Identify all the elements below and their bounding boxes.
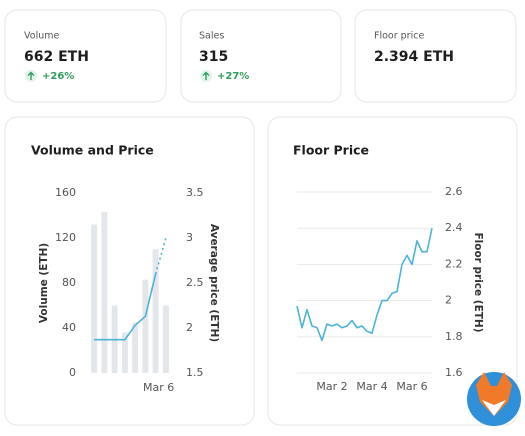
card-label: Sales xyxy=(199,31,224,42)
y-tick-label: 2 xyxy=(445,294,452,307)
line xyxy=(296,228,433,342)
y-tick-label: 0 xyxy=(69,366,76,379)
line xyxy=(94,273,157,341)
y-tick-label: 1.8 xyxy=(445,330,463,343)
y-tick-label: 2.4 xyxy=(445,221,463,234)
y-tick-label: 40 xyxy=(62,321,76,334)
chart-title: Volume and Price xyxy=(31,143,154,158)
y-tick-label: 2.2 xyxy=(445,257,463,270)
card xyxy=(180,9,342,103)
up-arrow xyxy=(27,71,35,80)
chart-panel xyxy=(267,116,518,426)
bar xyxy=(121,332,128,373)
x-tick-label: Mar 6 xyxy=(143,381,174,394)
bar xyxy=(132,322,139,373)
logo-fox xyxy=(476,372,512,416)
card-label: Floor price xyxy=(374,31,424,42)
y2-tick-label: 2 xyxy=(186,321,193,334)
bar xyxy=(101,212,108,373)
y2-tick-label: 2.5 xyxy=(186,276,204,289)
y-tick-label: 2.6 xyxy=(445,185,463,198)
logo-fox-face xyxy=(482,400,506,416)
logo xyxy=(467,372,521,426)
card xyxy=(4,9,167,103)
y2-tick-label: 3 xyxy=(186,231,193,244)
y-tick-label: 160 xyxy=(55,186,76,199)
line-projection xyxy=(154,237,167,275)
x-tick-label: Mar 4 xyxy=(356,380,387,393)
bar xyxy=(91,224,98,373)
card xyxy=(354,9,517,103)
y-tick-label: 80 xyxy=(62,276,76,289)
card-change: +26% xyxy=(42,71,74,82)
y2-tick-label: 1.5 xyxy=(186,366,204,379)
y-tick-label: 1.6 xyxy=(445,366,463,379)
card-label: Volume xyxy=(24,31,59,42)
chart-panel xyxy=(4,116,255,426)
up-arrow xyxy=(202,71,210,80)
card-value: 2.394 ETH xyxy=(374,49,454,65)
bar xyxy=(162,305,169,373)
x-tick-label: Mar 2 xyxy=(316,380,347,393)
y2-tick-label: 3.5 xyxy=(186,186,204,199)
x-tick-label: Mar 6 xyxy=(396,380,427,393)
chart-title: Floor Price xyxy=(293,143,369,158)
bar xyxy=(142,279,149,373)
y-tick-label: 120 xyxy=(55,231,76,244)
card-change: +27% xyxy=(217,71,249,82)
y2-axis-title: Average price (ETH) xyxy=(208,224,220,342)
y-axis-title: Volume (ETH) xyxy=(38,243,50,323)
card-value: 315 xyxy=(199,49,228,65)
card-value: 662 ETH xyxy=(24,49,89,65)
y-axis-title: Floor price (ETH) xyxy=(472,232,484,332)
